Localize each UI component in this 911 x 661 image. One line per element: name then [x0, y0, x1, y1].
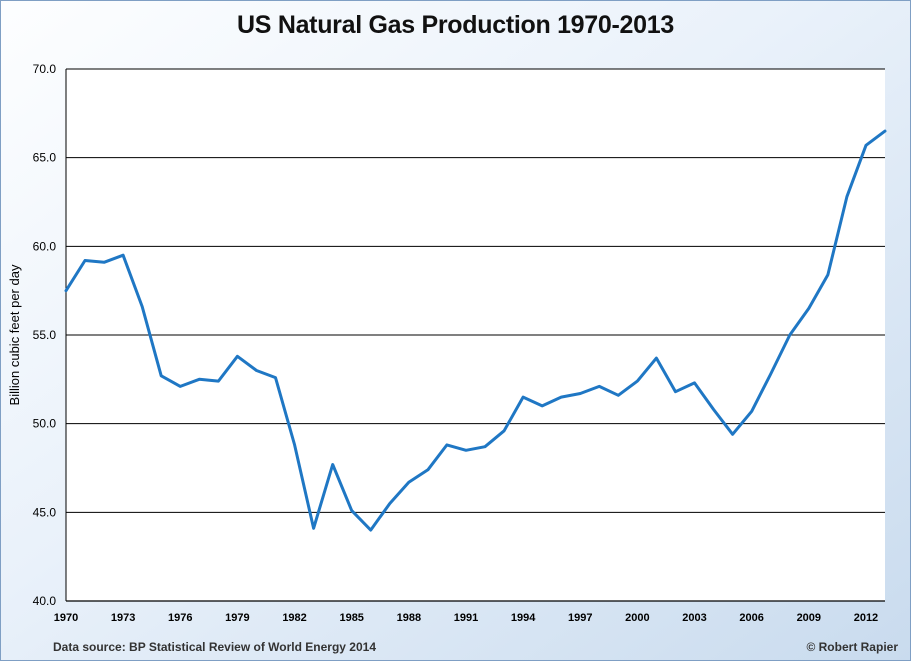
- x-tick-label: 1985: [339, 612, 363, 624]
- x-tick-label: 1991: [454, 612, 478, 624]
- x-tick-label: 2006: [739, 612, 763, 624]
- x-tick-label: 1988: [397, 612, 421, 624]
- x-tick-label: 1994: [511, 612, 536, 624]
- y-tick-label: 70.0: [33, 62, 57, 76]
- x-tick-label: 2012: [854, 612, 878, 624]
- x-tick-label: 2000: [625, 612, 649, 624]
- y-axis-label: Billion cubic feet per day: [7, 264, 22, 405]
- x-tick-label: 1970: [54, 612, 78, 624]
- y-tick-label: 45.0: [33, 505, 57, 519]
- x-tick-label: 2003: [682, 612, 706, 624]
- copyright-credit: © Robert Rapier: [806, 640, 898, 654]
- y-tick-label: 40.0: [33, 594, 57, 608]
- x-tick-label: 1982: [282, 612, 306, 624]
- y-tick-label: 50.0: [33, 417, 57, 431]
- series-line: [64, 129, 887, 532]
- x-tick-label: 2009: [797, 612, 821, 624]
- chart-title: US Natural Gas Production 1970-2013: [237, 11, 674, 39]
- x-tick-label: 1997: [568, 612, 592, 624]
- x-tick-label: 1979: [225, 612, 249, 624]
- x-tick-label: 1973: [111, 612, 135, 624]
- data-source-note: Data source: BP Statistical Review of Wo…: [53, 640, 377, 654]
- x-tick-label: 1976: [168, 612, 192, 624]
- y-tick-label: 65.0: [33, 151, 57, 165]
- y-tick-label: 60.0: [33, 239, 57, 253]
- y-tick-label: 55.0: [33, 328, 57, 342]
